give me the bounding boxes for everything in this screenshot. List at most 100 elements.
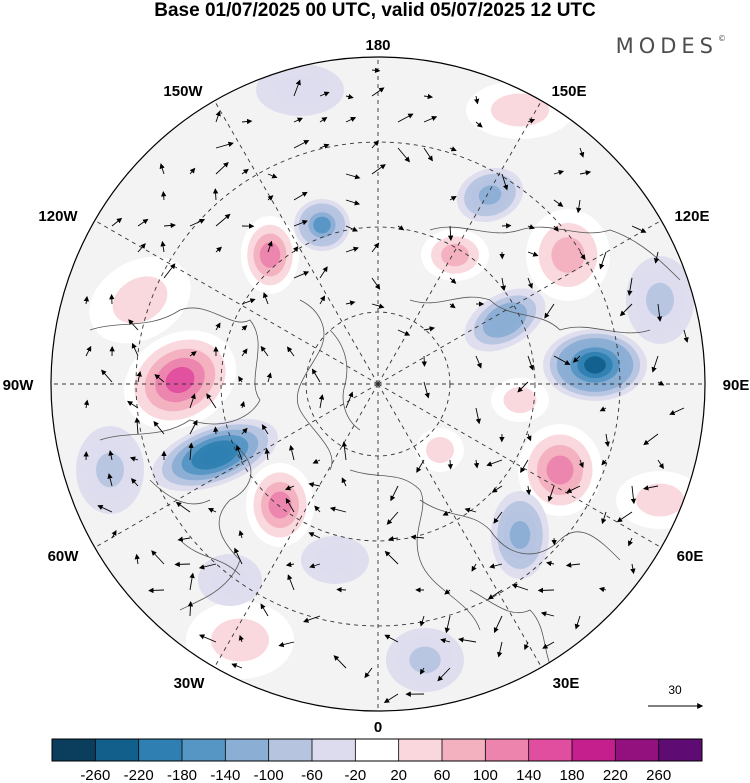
- wind-arrow: [527, 277, 533, 289]
- wind-arrow: [627, 277, 633, 296]
- negative-anomaly: [386, 628, 464, 692]
- wind-arrow: [207, 508, 217, 513]
- colorbar-tick-label: 180: [559, 767, 584, 783]
- lon-label-60w: 60W: [48, 548, 80, 565]
- wind-arrow: [544, 303, 555, 319]
- wind-arrow: [345, 117, 357, 123]
- wind-arrow: [308, 532, 321, 539]
- wind-arrow: [345, 199, 361, 206]
- wind-arrow: [511, 583, 529, 591]
- positive-anomaly: [241, 216, 299, 294]
- wind-arrow: [388, 535, 399, 542]
- wind-arrow: [471, 563, 477, 572]
- wind-arrow: [537, 587, 555, 594]
- wind-arrow: [423, 93, 434, 100]
- colorbar-swatch: [95, 739, 140, 761]
- wind-arrow: [447, 459, 453, 470]
- wind-arrow: [491, 485, 503, 493]
- wind-arrow: [527, 118, 536, 124]
- lon-label-150e: 150E: [551, 83, 586, 100]
- wind-arrow: [319, 91, 330, 97]
- wind-arrow: [83, 399, 90, 409]
- wind-arrow: [187, 601, 194, 617]
- wind-arrow: [419, 615, 425, 627]
- wind-arrow: [160, 240, 166, 253]
- wind-arrow: [154, 374, 165, 383]
- wind-arrow: [261, 424, 269, 435]
- wind-arrow: [199, 634, 217, 643]
- wind-arrow: [288, 444, 295, 461]
- positive-anomaly: [123, 330, 237, 430]
- colorbar-frame: [51, 738, 703, 762]
- lon-label-30w: 30W: [174, 675, 206, 692]
- lon-label-120w: 120W: [38, 208, 78, 225]
- wind-arrow: [371, 87, 385, 97]
- longitude-labels: 180 150E 120E 90E 60E 30E 0 30W 60W 90W …: [3, 37, 750, 736]
- wind-arrow: [107, 473, 113, 487]
- colorbar-swatch: [442, 739, 486, 761]
- wind-arrow: [231, 663, 243, 669]
- wind-arrow: [547, 485, 555, 502]
- coastline: [296, 299, 333, 471]
- wind-arrow: [189, 351, 197, 357]
- wind-arrow: [631, 225, 647, 233]
- coastline: [149, 479, 211, 505]
- negative-anomaly: [256, 64, 344, 116]
- wind-arrow: [517, 381, 529, 393]
- wind-arrow: [416, 459, 425, 473]
- wind-arrow: [657, 380, 665, 386]
- wind-arrow: [475, 121, 483, 128]
- wind-arrow: [345, 300, 356, 306]
- wind-arrow: [241, 427, 248, 435]
- coastline: [179, 539, 241, 576]
- lon-label-150w: 150W: [163, 83, 203, 100]
- colorbar-tick-label: 100: [473, 767, 498, 783]
- wind-arrow: [419, 667, 426, 675]
- colorbar-tick-label: 140: [516, 767, 541, 783]
- wind-arrow: [189, 218, 206, 227]
- wind-arrow: [473, 459, 480, 469]
- wind-arrow: [489, 563, 503, 569]
- wind-arrow: [475, 355, 482, 369]
- wind-arrow: [371, 164, 386, 175]
- wind-arrow: [137, 243, 146, 253]
- wind-arrow: [206, 393, 217, 409]
- positive-anomaly: [421, 229, 489, 281]
- wind-arrow: [127, 400, 139, 409]
- wind-arrow: [473, 95, 480, 105]
- wind-arrow: [285, 561, 295, 568]
- wind-arrow: [235, 444, 243, 461]
- wind-arrow: [447, 225, 454, 241]
- lon-label-30e: 30E: [553, 675, 580, 692]
- wind-arrow: [241, 348, 248, 357]
- wind-arrow: [579, 147, 585, 158]
- wind-arrow: [267, 173, 278, 179]
- colorbar-swatch: [182, 739, 226, 761]
- wind-arrow: [486, 459, 503, 467]
- wind-arrow: [293, 79, 301, 97]
- wind-arrow: [136, 371, 142, 383]
- wind-arrow: [108, 450, 114, 461]
- colorbar-tick-label: -180: [167, 767, 197, 783]
- wind-arrow: [308, 482, 321, 488]
- wind-arrow: [526, 433, 532, 442]
- wind-arrow: [303, 615, 321, 623]
- coastline: [89, 307, 261, 441]
- wind-arrow: [238, 530, 244, 539]
- wind-arrow: [341, 441, 348, 461]
- wind-arrow: [553, 169, 565, 176]
- wind-arrow: [241, 118, 253, 125]
- wind-arrow: [293, 117, 303, 123]
- colorbar-tick-label: 20: [390, 767, 407, 783]
- wind-arrow: [287, 574, 295, 591]
- positive-anomaly: [526, 209, 610, 301]
- wind-arrow: [198, 563, 217, 570]
- wind-arrow: [319, 116, 328, 123]
- wind-arrow: [238, 634, 244, 643]
- wind-arrow: [410, 534, 425, 540]
- colorbar-swatch: [138, 739, 183, 761]
- wind-arrow: [212, 188, 219, 201]
- wind-arrow: [371, 303, 385, 309]
- meridian-line: [377, 383, 542, 668]
